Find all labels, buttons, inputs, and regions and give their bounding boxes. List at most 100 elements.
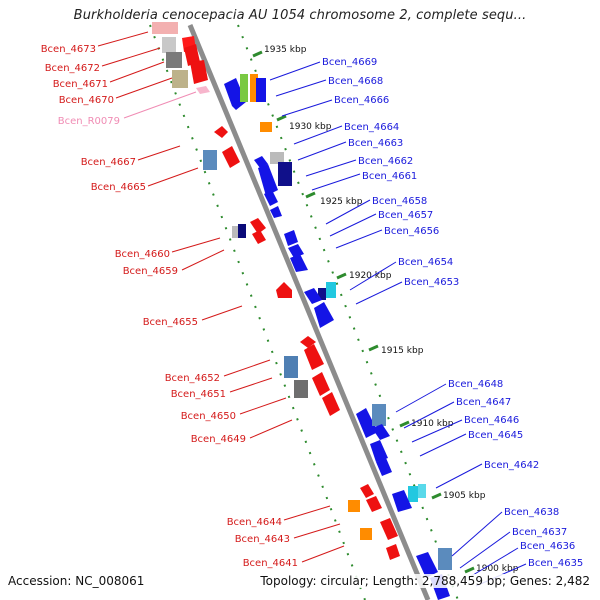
- gene-arrow-4641: [386, 544, 400, 560]
- reverse-leader-lines: [97, 31, 345, 563]
- label-bcen-4660[interactable]: Bcen_4660: [115, 249, 170, 260]
- label-bcen-4655[interactable]: Bcen_4655: [143, 317, 198, 328]
- gene-rna-r0079: [196, 86, 210, 94]
- gene-grey-4664: [270, 152, 284, 164]
- label-bcen-4648[interactable]: Bcen_4648: [448, 379, 503, 390]
- label-bcen-4637[interactable]: Bcen_4637: [512, 527, 567, 538]
- label-bcen-4652[interactable]: Bcen_4652: [165, 373, 220, 384]
- gene-arrow-4644a: [360, 484, 374, 498]
- gene-arrow-4657: [284, 230, 298, 246]
- scale-label-1915: 1915 kbp: [381, 346, 424, 356]
- gene-cyan-4642b: [418, 484, 426, 498]
- gene-arrow-4661: [264, 190, 278, 206]
- gene-arrow-4651: [312, 372, 330, 396]
- gene-arrow-4655: [276, 282, 292, 298]
- gene-steel-4665: [203, 150, 217, 170]
- label-bcen-4667[interactable]: Bcen_4667: [81, 157, 136, 168]
- label-bcen-4651[interactable]: Bcen_4651: [171, 389, 226, 400]
- scale-label-1910: 1910 kbp: [411, 419, 454, 429]
- gene-arrow-4650: [322, 392, 340, 416]
- label-bcen-4661[interactable]: Bcen_4661: [362, 171, 417, 182]
- reverse-genes: [152, 22, 400, 560]
- gene-grey-4651: [294, 380, 308, 398]
- gene-arrow-4664: [254, 156, 268, 168]
- label-bcen-4662[interactable]: Bcen_4662: [358, 156, 413, 167]
- label-bcen-4650[interactable]: Bcen_4650: [181, 411, 236, 422]
- label-bcen-4647[interactable]: Bcen_4647: [456, 397, 511, 408]
- label-bcen-4657[interactable]: Bcen_4657: [378, 210, 433, 221]
- gene-arrow-4652: [304, 344, 324, 370]
- label-bcen-4654[interactable]: Bcen_4654: [398, 257, 453, 268]
- accession-text: Accession: NC_008061: [8, 574, 145, 588]
- gene-steel-4648: [372, 404, 386, 426]
- label-bcen-4663[interactable]: Bcen_4663: [348, 138, 403, 149]
- label-bcen-4666[interactable]: Bcen_4666: [334, 95, 389, 106]
- label-bcen-4665[interactable]: Bcen_4665: [91, 182, 146, 193]
- scale-label-1925: 1925 kbp: [320, 197, 363, 207]
- label-bcen-4664[interactable]: Bcen_4664: [344, 122, 399, 133]
- gene-grey-4673: [162, 37, 176, 53]
- scale-ticks: [252, 50, 475, 574]
- label-bcen-4636[interactable]: Bcen_4636: [520, 541, 575, 552]
- label-bcen-4671[interactable]: Bcen_4671: [53, 79, 108, 90]
- gene-green-4668: [240, 74, 248, 102]
- gene-orange-4644: [348, 500, 360, 512]
- label-bcen-4673[interactable]: Bcen_4673: [41, 44, 96, 55]
- gene-navy-4660: [238, 224, 246, 238]
- label-bcen-4643[interactable]: Bcen_4643: [235, 534, 290, 545]
- gene-blue-4668: [256, 78, 266, 102]
- label-bcen-4669[interactable]: Bcen_4669: [322, 57, 377, 68]
- gene-orange-4668: [250, 74, 258, 102]
- gene-arrow-4638: [416, 552, 438, 578]
- label-bcen-4653[interactable]: Bcen_4653: [404, 277, 459, 288]
- chromosome-backbone: [187, 24, 431, 600]
- gene-block-top: [152, 22, 178, 34]
- label-bcen-4670[interactable]: Bcen_4670: [59, 95, 114, 106]
- gene-arrow-4653: [314, 302, 334, 328]
- label-bcen-4638[interactable]: Bcen_4638: [504, 507, 559, 518]
- scale-label-1900: 1900 kbp: [476, 564, 519, 574]
- label-bcen-4658[interactable]: Bcen_4658: [372, 196, 427, 207]
- label-bcen-4645[interactable]: Bcen_4645: [468, 430, 523, 441]
- gene-arrow-4653a: [304, 288, 322, 304]
- label-bcen-4644[interactable]: Bcen_4644: [227, 517, 282, 528]
- label-bcen-4659[interactable]: Bcen_4659: [123, 266, 178, 277]
- gene-olive-4671: [172, 70, 188, 88]
- gene-arrow-4644: [366, 496, 382, 512]
- scale-labels: 1935 kbp 1930 kbp 1925 kbp 1920 kbp 1915…: [264, 45, 519, 574]
- rna-leader-line: [123, 91, 197, 119]
- gene-orange-4666: [260, 122, 272, 132]
- gene-arrow-4648: [356, 408, 378, 438]
- forward-genes: [224, 74, 452, 600]
- label-bcen-4641[interactable]: Bcen_4641: [243, 558, 298, 569]
- gene-grey-4672: [166, 52, 182, 68]
- scale-label-1905: 1905 kbp: [443, 491, 486, 501]
- gene-arrow-4655b: [290, 254, 308, 272]
- gene-navy-4663: [278, 162, 292, 186]
- summary-text: Topology: circular; Length: 2,788,459 bp…: [260, 574, 590, 588]
- label-bcen-4656[interactable]: Bcen_4656: [384, 226, 439, 237]
- label-bcen-4668[interactable]: Bcen_4668: [328, 76, 383, 87]
- gene-arrow-4672: [184, 44, 200, 66]
- gene-arrow-4658: [270, 206, 282, 218]
- gene-grey-4660: [232, 226, 238, 238]
- label-bcen-4672[interactable]: Bcen_4672: [45, 63, 100, 74]
- label-bcen-4649[interactable]: Bcen_4649: [191, 434, 246, 445]
- label-bcen-4635[interactable]: Bcen_4635: [528, 558, 583, 569]
- gene-cyan-4654: [326, 282, 336, 298]
- gene-arrow-4646: [370, 440, 388, 462]
- gene-arrow-4647: [372, 424, 390, 440]
- reverse-strand-guide: [149, 24, 366, 600]
- gene-orange-4643: [360, 528, 372, 540]
- gene-steel-4638: [438, 548, 452, 570]
- gene-arrow-4671: [190, 60, 208, 84]
- label-bcen-r0079[interactable]: Bcen_R0079: [58, 116, 120, 127]
- gene-cyan-4642: [408, 486, 418, 502]
- gene-arrow-4667a: [214, 126, 228, 138]
- gene-arrow-4659: [252, 230, 266, 244]
- scale-label-1920: 1920 kbp: [349, 271, 392, 281]
- label-bcen-4646[interactable]: Bcen_4646: [464, 415, 519, 426]
- label-bcen-4642[interactable]: Bcen_4642: [484, 460, 539, 471]
- gene-steel-4652: [284, 356, 298, 378]
